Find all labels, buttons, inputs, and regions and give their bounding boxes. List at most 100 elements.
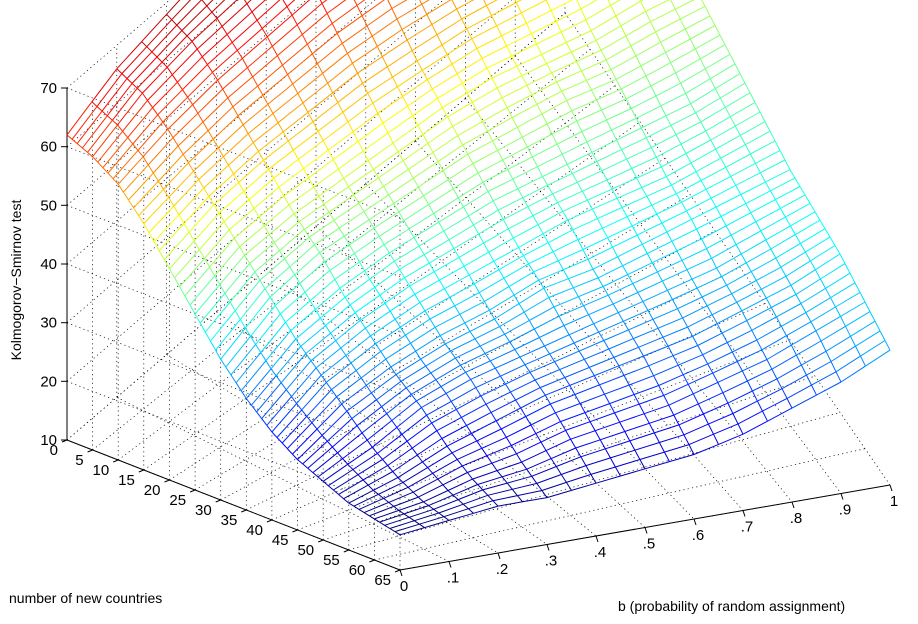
surface-mesh-line (472, 87, 498, 103)
surface-mesh-line (350, 362, 357, 371)
surface-mesh-line (466, 92, 473, 103)
surface-mesh-line (372, 102, 379, 114)
surface-mesh-line (712, 372, 719, 383)
surface-mesh-line (297, 159, 304, 169)
surface-mesh-line (696, 276, 722, 289)
surface-mesh-line (477, 484, 484, 491)
surface-mesh-line (543, 287, 550, 298)
y-tick-label: 55 (323, 552, 340, 569)
surface-mesh-line (711, 314, 718, 324)
surface-mesh-line (426, 414, 433, 424)
surface-mesh-line (448, 224, 474, 241)
surface-mesh-line (394, 302, 421, 320)
surface-mesh-line (508, 215, 534, 230)
surface-mesh-line (132, 114, 159, 145)
surface-mesh-line (248, 177, 275, 201)
floor-grid-line (374, 448, 866, 561)
surface-mesh-line (401, 29, 408, 41)
surface-mesh-line (294, 274, 301, 284)
surface-mesh-line (373, 151, 399, 170)
surface-mesh-line (268, 149, 294, 170)
surface-mesh-line (765, 297, 772, 308)
surface-mesh-line (601, 98, 627, 111)
surface-mesh-line (751, 390, 758, 402)
surface-mesh-line (446, 445, 453, 454)
surface-mesh-line (341, 43, 348, 54)
surface-mesh-line (531, 476, 538, 484)
surface-mesh-line (715, 73, 741, 90)
y-tick-mark (266, 519, 273, 523)
surface-mesh-line (467, 462, 493, 473)
surface-mesh-line (490, 399, 516, 413)
surface-mesh-line (539, 387, 546, 396)
surface-mesh-line (766, 344, 792, 360)
surface-mesh-line (255, 313, 281, 345)
back-wall-grid-line (66, 0, 513, 382)
surface-mesh-line (379, 294, 386, 304)
surface-mesh-line (384, 516, 410, 526)
surface-mesh-line (334, 279, 341, 289)
surface-mesh-line (390, 350, 416, 368)
surface-mesh-line (550, 10, 557, 22)
surface-mesh-line (502, 219, 509, 230)
surface-mesh-line (680, 5, 706, 20)
surface-mesh-line (298, 203, 325, 223)
surface-mesh-line (525, 403, 551, 417)
surface-mesh-line (189, 304, 196, 315)
surface-mesh-line (811, 384, 817, 396)
surface-mesh-line (643, 355, 650, 367)
surface-mesh-line (357, 72, 364, 84)
surface-mesh-line (737, 423, 744, 435)
surface-mesh-line (725, 153, 751, 168)
surface-mesh-line (562, 269, 569, 279)
surface-mesh-line (544, 334, 570, 347)
surface-mesh-line (201, 0, 208, 7)
surface-mesh-line (553, 296, 579, 308)
surface-mesh-line (406, 39, 413, 51)
y-tick-label: 45 (272, 532, 289, 549)
surface-mesh-line (696, 228, 703, 240)
surface-mesh-line (234, 310, 241, 320)
surface-mesh-line (425, 365, 432, 374)
surface-mesh-line (632, 271, 658, 285)
surface-mesh-line (658, 385, 665, 396)
surface-mesh-line (580, 8, 587, 21)
surface-mesh-line (416, 386, 442, 402)
surface-mesh-line (280, 382, 287, 390)
surface-mesh-line (221, 3, 248, 27)
surface-mesh-line (347, 463, 354, 470)
surface-mesh-line (276, 437, 283, 444)
surface-mesh-line (476, 111, 483, 122)
surface-mesh-line (344, 278, 370, 298)
surface-mesh-line (533, 328, 540, 338)
surface-mesh-line (442, 107, 449, 118)
surface-mesh-line (722, 380, 748, 394)
surface-mesh-line (562, 211, 569, 221)
surface-mesh-line (526, 72, 552, 86)
surface-mesh-line (304, 291, 311, 302)
surface-mesh-line (741, 297, 767, 312)
surface-mesh-line (730, 176, 737, 186)
surface-mesh-line (249, 263, 256, 273)
surface-mesh-line (542, 219, 569, 235)
surface-mesh-line (281, 442, 288, 449)
surface-mesh-line (514, 349, 521, 358)
surface-mesh-line (565, 42, 572, 53)
surface-mesh-line (646, 253, 653, 263)
surface-mesh-line (112, 87, 138, 121)
surface-mesh-line (488, 237, 514, 253)
surface-mesh-line (227, 76, 253, 99)
surface-mesh-line (471, 102, 478, 113)
surface-mesh-line (226, 11, 253, 35)
surface-mesh-line (240, 360, 267, 392)
surface-mesh-line (454, 292, 480, 307)
surface-mesh-line (687, 372, 714, 385)
surface-mesh-line (693, 443, 719, 455)
surface-mesh-line (233, 151, 259, 175)
surface-mesh-line (417, 186, 424, 197)
surface-mesh-line (767, 407, 793, 422)
surface-mesh-line (385, 342, 411, 360)
surface-mesh-line (692, 336, 699, 346)
surface-mesh-line (244, 327, 251, 337)
surface-mesh-line (168, 197, 175, 207)
